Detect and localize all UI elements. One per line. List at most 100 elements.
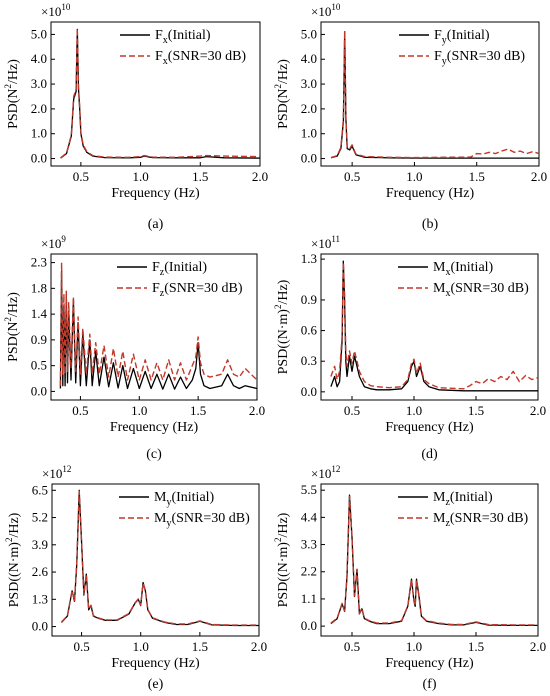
- y-tick-label: 6.5: [32, 482, 48, 497]
- panel-caption: (c): [146, 447, 162, 462]
- legend: Mz(Initial) Mz(SNR=30 dB): [398, 490, 529, 529]
- y-tick-label: 3.0: [31, 76, 47, 91]
- y-tick-label: 3.3: [301, 537, 317, 552]
- y-tick-label: 2.2: [301, 564, 317, 579]
- axis-multiplier: ×1010: [311, 2, 341, 19]
- legend-label-initial: Fx(Initial): [155, 28, 211, 46]
- y-axis-label: PSD(N2/Hz): [3, 59, 21, 129]
- y-tick-label: 0.0: [31, 151, 47, 166]
- y-tick-label: 0.0: [32, 619, 48, 634]
- y-tick-label: 0.9: [301, 292, 317, 307]
- plot-frame: [320, 21, 540, 167]
- series-group: [330, 494, 538, 627]
- series-group: [60, 27, 261, 159]
- legend: Fz(Initial) Fz(SNR=30 dB): [117, 260, 243, 299]
- x-tick-label: 2.0: [530, 403, 546, 418]
- legend-label-snr30: Fy(SNR=30 dB): [434, 49, 525, 67]
- chart-panel-4: 0.5 1.0 1.5 2.0 0.0 0.3 0.6 0.9 1.3×1011 Frequenc…: [273, 234, 546, 462]
- chart-panel-5: 0.5 1.0 1.5 2.0 0.0 1.3 2.6 3.9 5.2 6.5×1012 Frequ…: [4, 464, 267, 692]
- x-tick-label: 1.5: [192, 169, 208, 184]
- plot-frame: [50, 253, 258, 401]
- legend-label-initial: Fz(Initial): [152, 260, 207, 278]
- y-axis-label: PSD((N·m)2/Hz): [273, 279, 291, 374]
- y-tick-label: 0.0: [301, 618, 317, 633]
- series-line-snr30: [60, 27, 261, 159]
- series-line-initial: [61, 489, 259, 627]
- x-tick-label: 0.5: [73, 169, 89, 184]
- y-tick-label: 1.0: [301, 126, 317, 141]
- series-line-snr30: [59, 261, 258, 386]
- y-tick-label: 1.4: [31, 306, 48, 321]
- y-tick-label: 4.4: [301, 509, 318, 524]
- x-axis-label: Frequency (Hz): [386, 186, 475, 201]
- y-tick-label: 5.0: [31, 26, 47, 41]
- legend-label-snr30: My(SNR=30 dB): [154, 511, 250, 529]
- y-axis-label: PSD(N2/Hz): [3, 292, 21, 362]
- axis-multiplier: ×1012: [311, 464, 340, 481]
- axis-multiplier: ×109: [41, 234, 66, 251]
- y-tick-label: 1.3: [32, 591, 48, 606]
- legend: Fx(Initial) Fx(SNR=30 dB): [120, 28, 246, 67]
- y-tick-label: 0.0: [301, 384, 317, 399]
- legend: My(Initial) My(SNR=30 dB): [119, 490, 250, 529]
- chart-panel-6: 0.5 1.0 1.5 2.0 0.0 1.1 2.2 3.3 4.4 5.5×1012 Frequ…: [273, 464, 546, 692]
- x-tick-label: 2.0: [252, 169, 268, 184]
- legend-label-initial: My(Initial): [154, 490, 215, 508]
- y-tick-label: 2.0: [301, 101, 317, 116]
- y-axis-label: PSD((N·m)2/Hz): [273, 512, 291, 607]
- y-tick-label: 5.2: [32, 510, 48, 525]
- x-axis-label: Frequency (Hz): [111, 656, 200, 671]
- series-group: [59, 261, 258, 390]
- x-tick-label: 0.5: [344, 403, 360, 418]
- y-tick-label: 0.0: [301, 151, 317, 166]
- series-line-initial: [59, 270, 258, 390]
- y-tick-label: 0.3: [301, 353, 317, 368]
- legend-label-initial: Mx(Initial): [433, 260, 494, 278]
- x-tick-label: 0.5: [73, 639, 89, 654]
- y-tick-label: 1.1: [301, 591, 317, 606]
- x-tick-label: 0.5: [72, 403, 88, 418]
- y-tick-label: 0.9: [31, 332, 47, 347]
- series-line-snr30: [330, 495, 538, 626]
- y-axis-label: PSD((N·m)2/Hz): [4, 512, 22, 607]
- y-tick-label: 0.6: [301, 323, 318, 338]
- panel-caption: (f): [423, 677, 437, 692]
- y-axis-label: PSD(N2/Hz): [273, 59, 291, 129]
- panel-caption: (d): [421, 447, 438, 462]
- series-group: [330, 30, 540, 159]
- y-tick-label: 1.3: [301, 251, 317, 266]
- panel-caption: (b): [422, 217, 439, 232]
- x-tick-label: 1.0: [406, 169, 422, 184]
- axis-multiplier: ×1011: [311, 234, 340, 251]
- y-tick-label: 1.0: [31, 126, 47, 141]
- x-axis-label: Frequency (Hz): [385, 420, 474, 435]
- x-tick-label: 1.0: [132, 169, 148, 184]
- legend-label-snr30: Mz(SNR=30 dB): [433, 511, 529, 529]
- y-tick-label: 0.0: [31, 383, 47, 398]
- x-tick-label: 1.5: [190, 403, 206, 418]
- plot-frame: [51, 483, 260, 637]
- plot-frame: [50, 21, 261, 167]
- x-axis-label: Frequency (Hz): [110, 420, 199, 435]
- legend-label-initial: Fy(Initial): [434, 28, 490, 46]
- x-axis-label: Frequency (Hz): [111, 186, 200, 201]
- chart-panel-1: 0.5 1.0 1.5 2.0 0.0 1.0 2.0 3.0 4.0 5.0 ×1010 Frequ…: [3, 2, 268, 232]
- y-tick-label: 2.6: [32, 564, 49, 579]
- x-tick-label: 1.5: [468, 403, 484, 418]
- x-tick-label: 1.5: [468, 639, 484, 654]
- legend-label-snr30: Mx(SNR=30 dB): [433, 281, 529, 299]
- axis-multiplier: ×1010: [41, 2, 71, 19]
- panel-caption: (e): [148, 677, 164, 692]
- y-tick-label: 4.0: [31, 51, 47, 66]
- legend-label-snr30: Fz(SNR=30 dB): [152, 281, 243, 299]
- y-tick-label: 2.0: [31, 101, 47, 116]
- x-tick-label: 2.0: [530, 639, 546, 654]
- legend: Fy(Initial) Fy(SNR=30 dB): [399, 28, 525, 67]
- legend-label-initial: Mz(Initial): [433, 490, 493, 508]
- legend: Mx(Initial) Mx(SNR=30 dB): [398, 260, 529, 299]
- plot-frame: [320, 253, 539, 401]
- series-group: [60, 489, 259, 627]
- x-tick-label: 2.0: [251, 639, 267, 654]
- x-tick-label: 1.5: [469, 169, 485, 184]
